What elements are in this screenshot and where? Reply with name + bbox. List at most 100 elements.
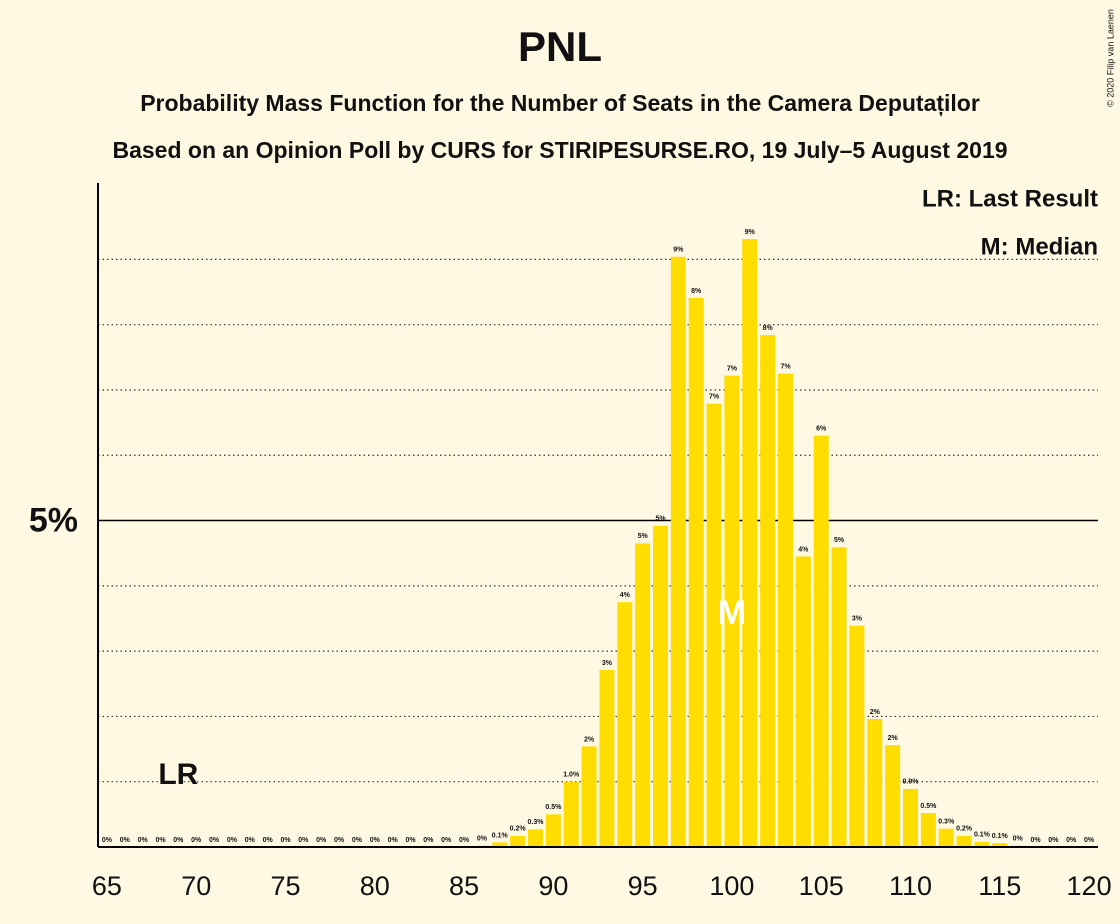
value-label: 0% xyxy=(405,837,416,844)
x-tick-label: 120 xyxy=(1067,871,1112,901)
value-label: 9% xyxy=(745,229,756,236)
value-label: 7% xyxy=(709,394,720,401)
value-label: 3% xyxy=(852,616,863,623)
value-label: 0.2% xyxy=(510,826,527,833)
value-label: 0% xyxy=(245,837,256,844)
value-label: 7% xyxy=(780,363,791,370)
value-label: 0% xyxy=(352,837,363,844)
bar xyxy=(510,835,526,847)
median-marker: M xyxy=(718,594,746,632)
value-label: 2% xyxy=(888,735,899,742)
value-label: 0% xyxy=(1084,837,1095,844)
value-label: 0.2% xyxy=(956,826,973,833)
value-label: 2% xyxy=(584,736,595,743)
bar xyxy=(670,256,686,847)
value-label: 0% xyxy=(370,837,381,844)
bar xyxy=(706,403,722,847)
last-result-marker: LR xyxy=(158,758,198,791)
bar xyxy=(492,842,508,847)
legend-entry: M: Median xyxy=(981,233,1098,260)
value-label: 1.0% xyxy=(563,772,580,779)
value-label: 0.3% xyxy=(938,819,955,826)
value-label: 0% xyxy=(1013,836,1024,843)
x-tick-label: 95 xyxy=(628,871,658,901)
value-label: 0% xyxy=(316,837,327,844)
x-tick-label: 105 xyxy=(799,871,844,901)
x-tick-label: 100 xyxy=(709,871,754,901)
value-label: 2% xyxy=(870,709,881,716)
value-label: 5% xyxy=(638,533,649,540)
value-label: 0% xyxy=(1066,837,1077,844)
value-label: 0% xyxy=(1030,837,1041,844)
bar xyxy=(867,719,883,847)
bar xyxy=(956,835,972,847)
value-label: 0.1% xyxy=(974,832,991,839)
value-label: 0% xyxy=(227,837,238,844)
value-label: 0% xyxy=(173,837,184,844)
bar xyxy=(617,602,633,847)
value-label: 0% xyxy=(441,837,452,844)
bar xyxy=(813,435,829,847)
value-label: 0.1% xyxy=(492,832,509,839)
value-label: 5% xyxy=(834,537,845,544)
value-label: 6% xyxy=(816,426,827,433)
subtitle: Based on an Opinion Poll by CURS for STI… xyxy=(112,137,1007,163)
bar xyxy=(920,813,936,847)
value-label: 0% xyxy=(477,836,488,843)
value-label: 0% xyxy=(459,837,470,844)
value-label: 0.3% xyxy=(528,819,545,826)
value-label: 0% xyxy=(138,837,149,844)
value-label: 4% xyxy=(798,546,809,553)
value-label: 0% xyxy=(298,837,309,844)
bar xyxy=(903,788,918,847)
legend-entry: LR: Last Result xyxy=(922,185,1098,212)
y-tick-label: 5% xyxy=(29,502,78,540)
value-label: 0% xyxy=(263,837,274,844)
value-label: 5% xyxy=(655,516,666,523)
value-label: 9% xyxy=(673,247,684,254)
value-label: 7% xyxy=(727,365,738,372)
value-label: 0.1% xyxy=(992,833,1009,840)
value-label: 0% xyxy=(1048,837,1059,844)
bar xyxy=(742,239,758,847)
bar xyxy=(688,297,704,847)
value-label: 8% xyxy=(691,288,702,295)
value-label: 0% xyxy=(334,837,345,844)
x-tick-label: 70 xyxy=(181,871,211,901)
x-tick-label: 85 xyxy=(449,871,479,901)
bar xyxy=(778,373,793,847)
value-label: 0% xyxy=(102,837,113,844)
value-label: 0% xyxy=(388,837,399,844)
x-tick-label: 80 xyxy=(360,871,390,901)
x-tick-label: 115 xyxy=(978,871,1021,901)
bar xyxy=(563,781,579,847)
x-tick-label: 90 xyxy=(538,871,568,901)
bar xyxy=(992,843,1008,847)
value-label: 4% xyxy=(620,592,631,599)
bar xyxy=(849,625,865,847)
bar xyxy=(581,746,597,847)
bar xyxy=(635,543,651,847)
value-label: 0% xyxy=(120,837,131,844)
value-label: 0.5% xyxy=(545,804,562,811)
value-label: 0% xyxy=(191,837,202,844)
bar xyxy=(795,556,811,847)
value-label: 3% xyxy=(602,660,613,667)
bar xyxy=(653,525,668,847)
bar xyxy=(831,547,847,847)
value-label: 0% xyxy=(423,837,434,844)
chart-title: PNL xyxy=(518,23,602,70)
value-label: 0% xyxy=(209,837,220,844)
value-label: 0% xyxy=(280,837,291,844)
bar xyxy=(724,375,740,847)
value-label: 0.5% xyxy=(920,803,937,810)
bar xyxy=(885,745,901,847)
bar xyxy=(974,841,990,847)
x-tick-label: 110 xyxy=(889,871,932,901)
bar xyxy=(938,828,954,847)
x-tick-label: 75 xyxy=(270,871,300,901)
x-tick-label: 65 xyxy=(92,871,122,901)
value-label: 0% xyxy=(155,837,166,844)
